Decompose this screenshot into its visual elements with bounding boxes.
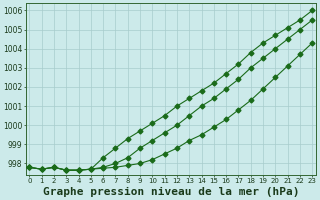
X-axis label: Graphe pression niveau de la mer (hPa): Graphe pression niveau de la mer (hPa) xyxy=(43,187,299,197)
